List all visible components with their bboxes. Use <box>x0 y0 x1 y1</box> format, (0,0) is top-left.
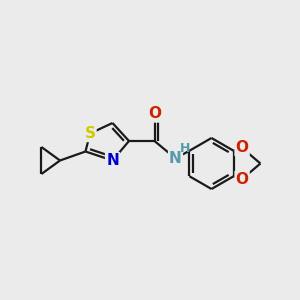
Text: N: N <box>106 153 119 168</box>
Text: N: N <box>169 151 182 166</box>
Text: H: H <box>180 142 190 155</box>
Text: S: S <box>85 126 95 141</box>
Text: O: O <box>236 140 249 155</box>
Text: O: O <box>148 106 161 122</box>
Text: O: O <box>236 172 249 187</box>
